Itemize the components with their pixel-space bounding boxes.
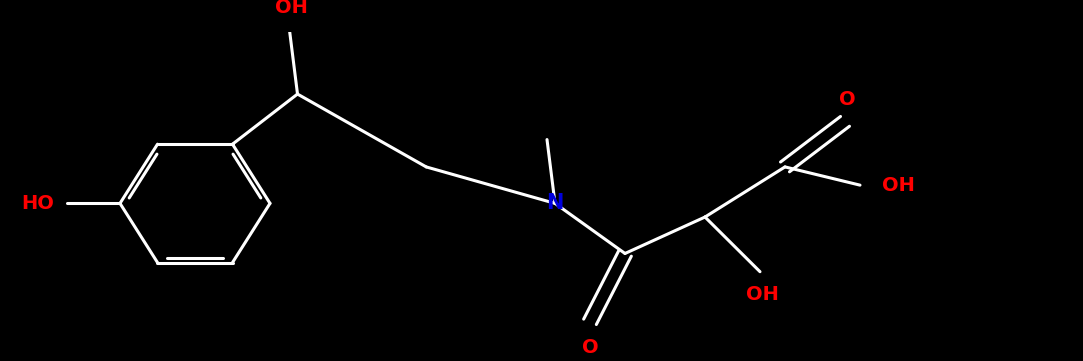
- Text: HO: HO: [22, 194, 54, 213]
- Text: O: O: [838, 90, 856, 109]
- Text: OH: OH: [882, 176, 915, 195]
- Text: N: N: [546, 193, 563, 213]
- Text: OH: OH: [745, 285, 779, 304]
- Text: O: O: [582, 338, 598, 357]
- Text: OH: OH: [275, 0, 308, 17]
